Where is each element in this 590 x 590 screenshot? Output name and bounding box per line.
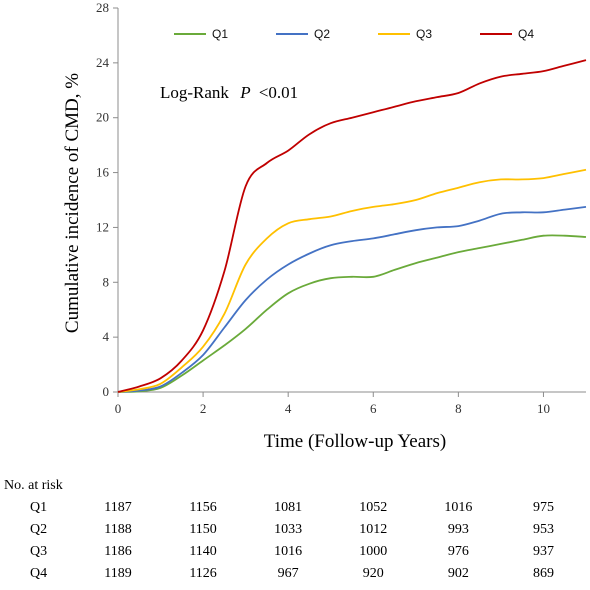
legend-item-q2: Q2	[276, 27, 330, 41]
x-axis-title: Time (Follow-up Years)	[264, 431, 446, 452]
series-line-q2	[117, 206, 587, 393]
risk-cell: 1140	[189, 544, 217, 559]
risk-cell: 1052	[359, 500, 388, 515]
y-tick-label: 24	[96, 55, 110, 70]
y-tick-label: 12	[96, 219, 109, 234]
y-tick-label: 16	[96, 165, 110, 180]
risk-table-title: No. at risk	[4, 478, 63, 493]
y-axis-title: Cumulative incidence of CMD, %	[62, 73, 83, 333]
risk-cell: 967	[277, 566, 299, 581]
annotation-p: P	[239, 83, 250, 102]
risk-row-q2: Q2 1188 1150 1033 1012 993 953	[0, 522, 590, 542]
logrank-annotation: Log-Rank P <0.01	[160, 83, 298, 102]
legend-label: Q2	[314, 27, 330, 41]
series-line-q3	[117, 168, 587, 393]
y-tick-label: 4	[103, 329, 110, 344]
legend-item-q3: Q3	[378, 27, 432, 41]
legend-label: Q1	[212, 27, 228, 41]
y-tick-label: 20	[96, 110, 109, 125]
annotation-prefix: Log-Rank	[160, 83, 229, 102]
risk-cell: 1081	[274, 500, 303, 515]
legend: Q1 Q2 Q3 Q4	[174, 27, 534, 41]
risk-row-q3: Q3 1186 1140 1016 1000 976 937	[0, 544, 590, 564]
y-tick-label: 0	[103, 384, 110, 399]
legend-item-q4: Q4	[480, 27, 534, 41]
risk-cell: 1033	[274, 522, 303, 537]
risk-cell: 1012	[359, 522, 388, 537]
x-tick-label: 0	[115, 401, 122, 416]
risk-row-label: Q1	[30, 500, 48, 515]
risk-cell: 1000	[359, 544, 388, 559]
risk-cell: 993	[447, 522, 469, 537]
risk-row-label: Q3	[30, 544, 48, 559]
risk-cell: 953	[532, 522, 554, 537]
x-tick-label: 8	[455, 401, 462, 416]
risk-cell: 1189	[104, 566, 132, 581]
x-tick-label: 6	[370, 401, 377, 416]
risk-cell: 1016	[444, 500, 473, 515]
legend-label: Q3	[416, 27, 432, 41]
risk-cell: 1126	[189, 566, 217, 581]
risk-cell: 1188	[104, 522, 132, 537]
series-lines	[117, 59, 587, 393]
risk-cell: 1150	[189, 522, 217, 537]
risk-cell: 937	[532, 544, 554, 559]
risk-cell: 920	[362, 566, 384, 581]
risk-row-label: Q4	[30, 566, 48, 581]
x-tick-label: 2	[200, 401, 207, 416]
risk-cell: 1016	[274, 544, 303, 559]
y-axis: 0 4 8 12 16 20 24 28	[96, 0, 119, 399]
risk-row-q1: Q1 1187 1156 1081 1052 1016 975	[0, 500, 590, 520]
risk-cell: 976	[447, 544, 469, 559]
x-tick-label: 10	[537, 401, 550, 416]
risk-cell: 975	[532, 500, 554, 515]
series-line-q1	[117, 234, 587, 393]
y-tick-label: 8	[103, 274, 110, 289]
risk-cell: 902	[447, 566, 469, 581]
y-tick-label: 28	[96, 0, 109, 15]
risk-cell: 869	[532, 566, 554, 581]
risk-cell: 1186	[104, 544, 132, 559]
risk-row-label: Q2	[30, 522, 48, 537]
risk-cell: 1187	[104, 500, 132, 515]
series-line-q4	[117, 59, 587, 393]
risk-table: No. at risk Q1 1187 1156 1081 1052 1016 975 Q2 1…	[0, 470, 590, 590]
risk-cell: 1156	[189, 500, 217, 515]
x-axis: 0 2 4 6 8 10	[115, 391, 586, 416]
legend-item-q1: Q1	[174, 27, 228, 41]
annotation-value: <0.01	[259, 83, 298, 102]
legend-label: Q4	[518, 27, 534, 41]
x-tick-label: 4	[285, 401, 292, 416]
risk-row-q4: Q4 1189 1126 967 920 902 869	[0, 566, 590, 586]
